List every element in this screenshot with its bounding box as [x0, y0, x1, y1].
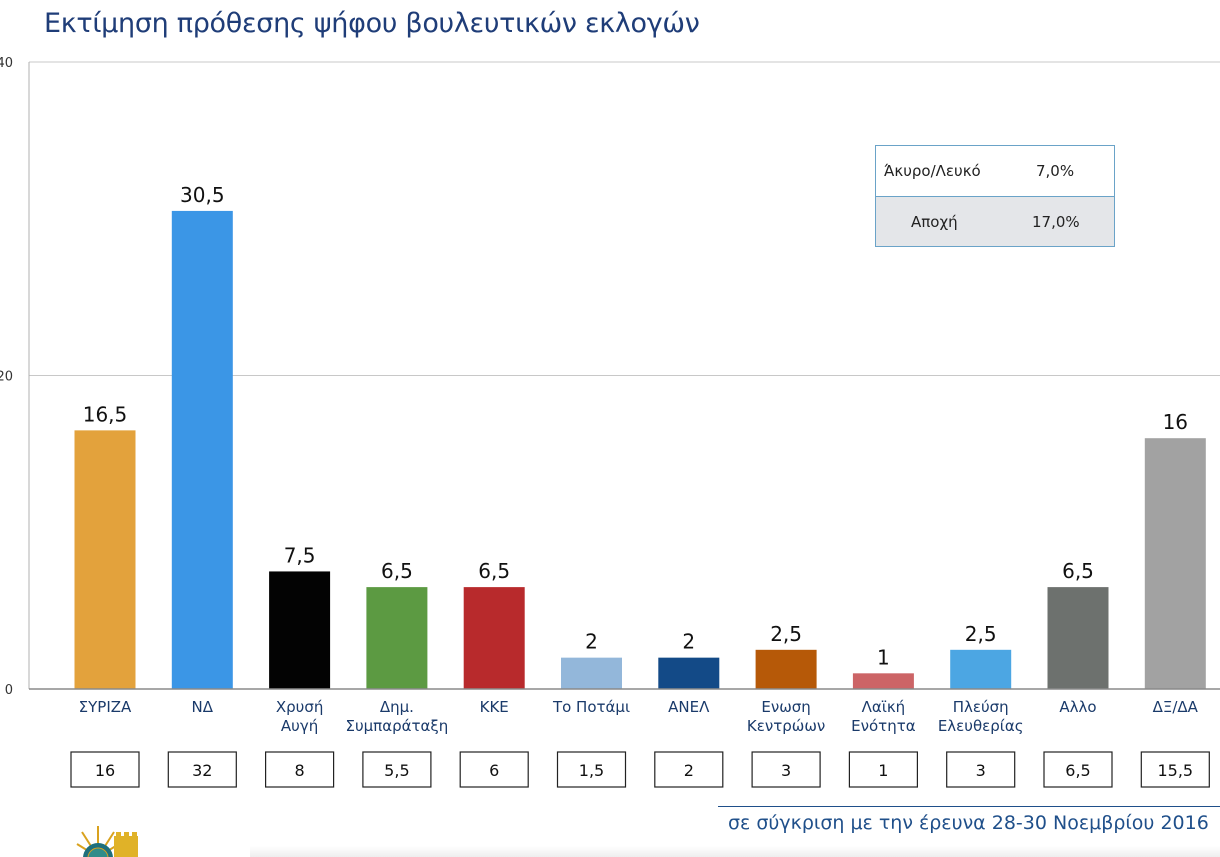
previous-value: 3 — [976, 761, 986, 780]
data-label: 2 — [682, 630, 695, 654]
previous-value-box — [1043, 751, 1113, 788]
data-label: 30,5 — [180, 183, 225, 207]
previous-value-box — [946, 751, 1016, 788]
abstention-value: 17,0% — [1032, 212, 1080, 231]
bar — [1144, 438, 1206, 689]
previous-value-box — [751, 751, 821, 788]
category-label: Δημ. Συμπαράταξη — [345, 698, 448, 735]
footer-divider — [718, 806, 1220, 807]
footer-note: σε σύγκριση με την έρευνα 28-30 Νοεμβρίο… — [728, 812, 1209, 834]
data-label: 6,5 — [381, 559, 413, 583]
previous-value: 1 — [878, 761, 888, 780]
previous-value-box — [167, 751, 237, 788]
previous-value: 3 — [781, 761, 791, 780]
data-label: 6,5 — [1062, 559, 1094, 583]
bar — [74, 430, 136, 689]
data-label: 2,5 — [770, 622, 802, 646]
previous-value-box — [654, 751, 724, 788]
category-label: Το Ποτάμι — [552, 698, 630, 716]
invalid-blank-row: Άκυρο/Λευκό 7,0% — [876, 146, 1114, 196]
invalid-blank-label: Άκυρο/Λευκό — [884, 162, 981, 180]
bar — [1047, 587, 1109, 689]
previous-value: 1,5 — [579, 761, 604, 780]
bar — [269, 571, 331, 689]
bar — [366, 587, 428, 689]
y-tick-label: 40 — [0, 56, 13, 71]
category-label: Χρυσή Αυγή — [276, 698, 324, 735]
data-label: 2,5 — [965, 622, 997, 646]
invalid-abstention-box: Άκυρο/Λευκό 7,0% Αποχή 17,0% — [875, 145, 1115, 247]
bar — [852, 673, 914, 689]
previous-value-box — [459, 751, 529, 788]
previous-value: 16 — [95, 761, 115, 780]
bar — [171, 210, 233, 689]
previous-value: 8 — [295, 761, 305, 780]
category-label: ΔΞ/ΔΑ — [1153, 698, 1199, 716]
data-label: 2 — [585, 630, 598, 654]
abstention-row: Αποχή 17,0% — [876, 196, 1114, 246]
chart-title: Εκτίμηση πρόθεσης ψήφου βουλευτικών εκλο… — [44, 8, 700, 39]
bar — [463, 587, 525, 689]
data-label: 1 — [877, 645, 890, 669]
category-label: Αλλο — [1059, 698, 1096, 716]
category-label: ΚΚΕ — [480, 698, 509, 716]
previous-value: 6,5 — [1065, 761, 1090, 780]
data-label: 7,5 — [284, 543, 316, 567]
category-label: Ενωση Κεντρώων — [747, 698, 825, 735]
category-label: Λαϊκή Ενότητα — [851, 698, 916, 735]
category-label: Πλεύση Ελευθερίας — [938, 698, 1024, 735]
bar — [561, 657, 622, 689]
previous-value-box — [1140, 751, 1210, 788]
bar — [950, 649, 1012, 689]
category-label: ΑΝΕΛ — [668, 698, 710, 716]
y-tick-label: 0 — [5, 683, 13, 698]
previous-value: 32 — [192, 761, 212, 780]
previous-value: 6 — [489, 761, 499, 780]
sun-emblem-logo — [76, 826, 138, 857]
bottom-shade — [250, 846, 1220, 857]
bar — [755, 649, 817, 689]
category-label: ΝΔ — [192, 698, 214, 716]
bar — [658, 657, 720, 689]
category-label: ΣΥΡΙΖΑ — [79, 698, 132, 716]
data-label: 6,5 — [478, 559, 510, 583]
invalid-blank-value: 7,0% — [1036, 162, 1075, 180]
previous-value: 2 — [684, 761, 694, 780]
previous-value-box — [556, 751, 627, 788]
previous-value: 15,5 — [1157, 761, 1193, 780]
y-tick-label: 20 — [0, 370, 13, 385]
previous-value-box — [70, 751, 140, 788]
data-label: 16 — [1163, 410, 1188, 434]
previous-value-box — [265, 751, 335, 788]
abstention-label: Αποχή — [911, 212, 958, 231]
data-label: 16,5 — [83, 402, 128, 426]
previous-value-box — [362, 751, 432, 788]
previous-value-box — [848, 751, 919, 788]
previous-value: 5,5 — [384, 761, 409, 780]
